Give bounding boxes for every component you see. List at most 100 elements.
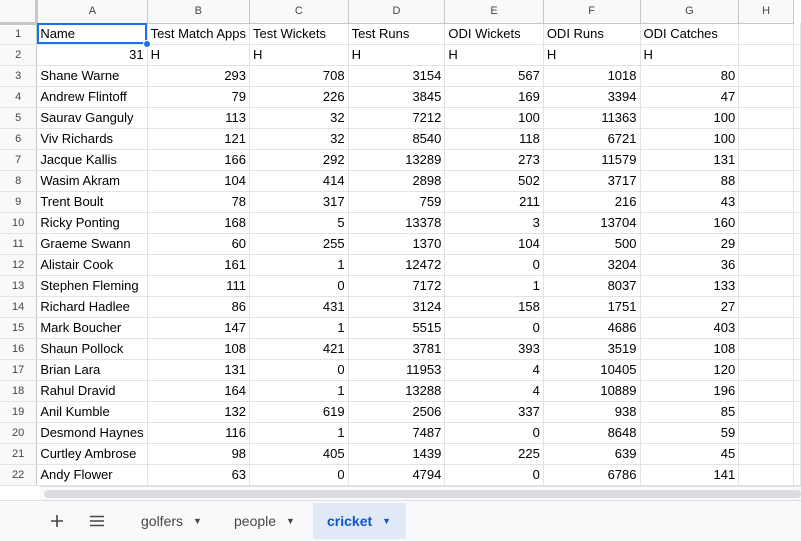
cell[interactable]: 104 xyxy=(147,170,251,192)
cell[interactable]: 1 xyxy=(444,275,544,297)
cell[interactable]: 80 xyxy=(640,65,740,87)
cell[interactable]: ODI Runs xyxy=(543,23,641,45)
row-number[interactable]: 19 xyxy=(0,401,38,423)
cell[interactable]: 414 xyxy=(249,170,349,192)
cell[interactable]: Saurav Ganguly xyxy=(36,107,148,129)
fill-handle[interactable] xyxy=(142,39,151,48)
cell[interactable]: 639 xyxy=(543,443,641,465)
cell[interactable]: Ricky Ponting xyxy=(36,212,148,234)
cell[interactable]: 0 xyxy=(249,359,349,381)
cell[interactable]: 160 xyxy=(640,212,740,234)
cell[interactable]: 141 xyxy=(640,464,740,486)
cell[interactable] xyxy=(793,149,801,171)
cell[interactable]: Andy Flower xyxy=(36,464,148,486)
cell[interactable] xyxy=(793,254,801,276)
cell[interactable]: 7487 xyxy=(348,422,446,444)
cell[interactable] xyxy=(793,317,801,339)
cell[interactable]: 7172 xyxy=(348,275,446,297)
cell[interactable]: 12472 xyxy=(348,254,446,276)
cell[interactable]: 8648 xyxy=(543,422,641,444)
cell[interactable] xyxy=(793,86,801,108)
cell[interactable]: 216 xyxy=(543,191,641,213)
cell[interactable]: 393 xyxy=(444,338,544,360)
cell[interactable]: 421 xyxy=(249,338,349,360)
row-number[interactable]: 17 xyxy=(0,359,38,381)
cell[interactable]: 2898 xyxy=(348,170,446,192)
cell[interactable] xyxy=(738,380,794,402)
cell[interactable]: 1370 xyxy=(348,233,446,255)
cell[interactable] xyxy=(738,464,794,486)
cell[interactable]: 938 xyxy=(543,401,641,423)
cell[interactable]: 60 xyxy=(147,233,251,255)
cell[interactable]: 1751 xyxy=(543,296,641,318)
cell[interactable]: 88 xyxy=(640,170,740,192)
cell[interactable]: Name xyxy=(36,23,151,48)
cell[interactable] xyxy=(738,191,794,213)
tab-golfers[interactable]: golfers ▼ xyxy=(127,503,222,539)
cell[interactable]: 113 xyxy=(147,107,251,129)
cell[interactable] xyxy=(793,359,801,381)
cell[interactable] xyxy=(793,65,801,87)
cell[interactable]: 502 xyxy=(444,170,544,192)
cell[interactable]: 31 xyxy=(36,44,148,66)
row-number[interactable]: 11 xyxy=(0,233,38,255)
cell[interactable]: Brian Lara xyxy=(36,359,148,381)
cell[interactable]: 500 xyxy=(543,233,641,255)
cell[interactable]: 98 xyxy=(147,443,251,465)
tab-cricket[interactable]: cricket ▼ xyxy=(313,503,406,539)
cell[interactable]: 13378 xyxy=(348,212,446,234)
cell[interactable]: 158 xyxy=(444,296,544,318)
cell[interactable] xyxy=(793,443,801,465)
cell[interactable]: 5515 xyxy=(348,317,446,339)
cell[interactable] xyxy=(738,107,794,129)
cell[interactable] xyxy=(793,44,801,66)
column-header-h[interactable]: H xyxy=(738,0,794,24)
cell[interactable]: ODI Catches xyxy=(640,23,740,45)
cell[interactable]: Test Runs xyxy=(348,23,446,45)
row-number[interactable]: 3 xyxy=(0,65,38,87)
cell[interactable]: H xyxy=(348,44,446,66)
horizontal-scrollbar[interactable] xyxy=(40,486,801,501)
cell[interactable]: H xyxy=(147,44,251,66)
cell[interactable]: 11579 xyxy=(543,149,641,171)
cell[interactable]: 567 xyxy=(444,65,544,87)
cell[interactable]: 32 xyxy=(249,128,349,150)
cell[interactable]: Rahul Dravid xyxy=(36,380,148,402)
column-header-b[interactable]: B xyxy=(147,0,251,24)
cell[interactable]: 13289 xyxy=(348,149,446,171)
cell[interactable]: 85 xyxy=(640,401,740,423)
row-number[interactable]: 13 xyxy=(0,275,38,297)
row-number[interactable]: 21 xyxy=(0,443,38,465)
cell[interactable]: 132 xyxy=(147,401,251,423)
cell[interactable]: 211 xyxy=(444,191,544,213)
cell[interactable]: 5 xyxy=(249,212,349,234)
cell[interactable]: 0 xyxy=(444,422,544,444)
cell[interactable]: 1 xyxy=(249,422,349,444)
cell[interactable]: 6721 xyxy=(543,128,641,150)
cell[interactable]: 168 xyxy=(147,212,251,234)
row-number[interactable]: 16 xyxy=(0,338,38,360)
row-number[interactable]: 2 xyxy=(0,44,38,66)
cell[interactable]: 403 xyxy=(640,317,740,339)
cell[interactable]: 4686 xyxy=(543,317,641,339)
cell[interactable] xyxy=(793,191,801,213)
cell[interactable] xyxy=(793,380,801,402)
cell[interactable]: Shaun Pollock xyxy=(36,338,148,360)
cell[interactable]: Viv Richards xyxy=(36,128,148,150)
tab-people[interactable]: people ▼ xyxy=(220,503,313,539)
cell[interactable]: 2506 xyxy=(348,401,446,423)
cell[interactable] xyxy=(738,317,794,339)
row-number[interactable]: 10 xyxy=(0,212,38,234)
cell[interactable]: 0 xyxy=(249,464,349,486)
cell[interactable]: 0 xyxy=(444,254,544,276)
cell[interactable] xyxy=(793,233,801,255)
cell[interactable]: 100 xyxy=(640,128,740,150)
cell[interactable]: 161 xyxy=(147,254,251,276)
cell[interactable]: H xyxy=(640,44,740,66)
cell[interactable]: Test Match Apps xyxy=(147,23,251,45)
row-number[interactable]: 15 xyxy=(0,317,38,339)
cell[interactable]: 4794 xyxy=(348,464,446,486)
cell[interactable]: 13288 xyxy=(348,380,446,402)
cell[interactable]: 3 xyxy=(444,212,544,234)
